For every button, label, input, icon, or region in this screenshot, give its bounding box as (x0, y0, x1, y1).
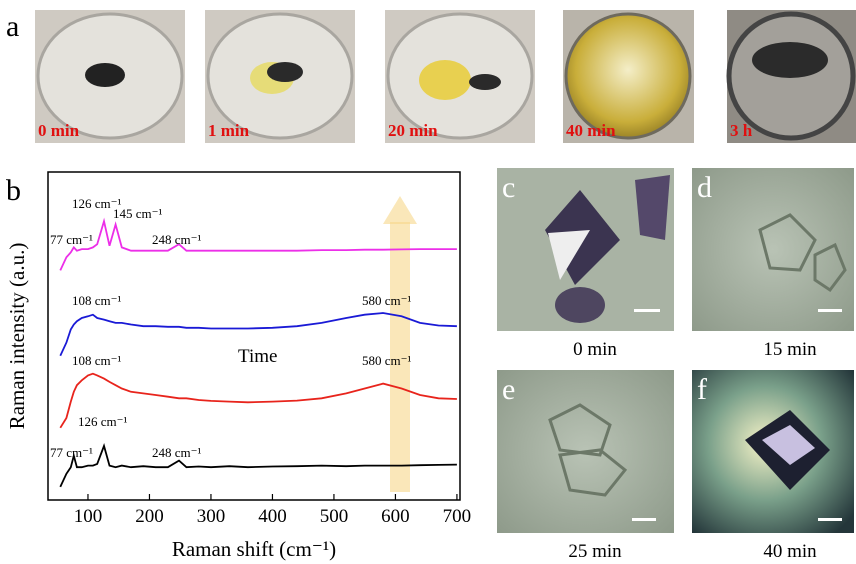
photo-caption: 40 min (566, 121, 616, 140)
y-axis-label: Raman intensity (a.u.) (5, 243, 29, 430)
x-tick-label: 300 (197, 506, 226, 527)
residue (752, 42, 828, 78)
micrograph (692, 168, 854, 331)
time-label: Time (238, 346, 277, 367)
panel-label: f (697, 373, 707, 406)
powder (469, 74, 501, 90)
x-tick-label: 600 (381, 506, 410, 527)
peak-label: 108 cm⁻¹ (72, 353, 121, 368)
x-tick-label: 100 (74, 506, 103, 527)
micrograph-caption: 15 min (763, 339, 817, 360)
panel-label: a (6, 10, 19, 43)
x-tick-label: 200 (135, 506, 164, 527)
panel-label: d (697, 171, 712, 204)
scale-bar (634, 309, 660, 312)
scale-bar (818, 518, 842, 521)
peak-label: 248 cm⁻¹ (152, 445, 201, 460)
peak-label: 248 cm⁻¹ (152, 232, 201, 247)
micrograph-caption: 0 min (573, 339, 617, 360)
x-tick-label: 500 (320, 506, 349, 527)
scale-bar (818, 309, 842, 312)
figure: a b Raman shift (cm⁻¹) Raman intensity (… (0, 0, 856, 564)
powder (85, 63, 125, 87)
time-arrow-head (383, 196, 417, 224)
x-axis-label: Raman shift (cm⁻¹) (172, 537, 336, 561)
photo-caption: 0 min (38, 121, 80, 140)
peak-label: 580 cm⁻¹ (362, 353, 411, 368)
panel-label: c (502, 171, 515, 204)
panel-label: b (6, 174, 21, 207)
crystal (555, 287, 605, 323)
peak-label: 108 cm⁻¹ (72, 293, 121, 308)
micrograph-caption: 25 min (568, 541, 622, 562)
peak-label: 126 cm⁻¹ (78, 414, 127, 429)
panel-label: e (502, 373, 515, 406)
dish (566, 14, 690, 138)
powder (267, 62, 303, 82)
photo-caption: 1 min (208, 121, 250, 140)
x-tick-label: 700 (443, 506, 472, 527)
liquid (419, 60, 471, 100)
micrograph-caption: 40 min (763, 541, 817, 562)
peak-label: 145 cm⁻¹ (113, 206, 162, 221)
scale-bar (632, 518, 656, 521)
photo-caption: 20 min (388, 121, 438, 140)
peak-label: 580 cm⁻¹ (362, 293, 411, 308)
peak-label: 77 cm⁻¹ (50, 445, 93, 460)
photo-caption: 3 h (730, 121, 753, 140)
x-tick-label: 400 (258, 506, 287, 527)
peak-label: 77 cm⁻¹ (50, 232, 93, 247)
crystal (635, 175, 670, 240)
